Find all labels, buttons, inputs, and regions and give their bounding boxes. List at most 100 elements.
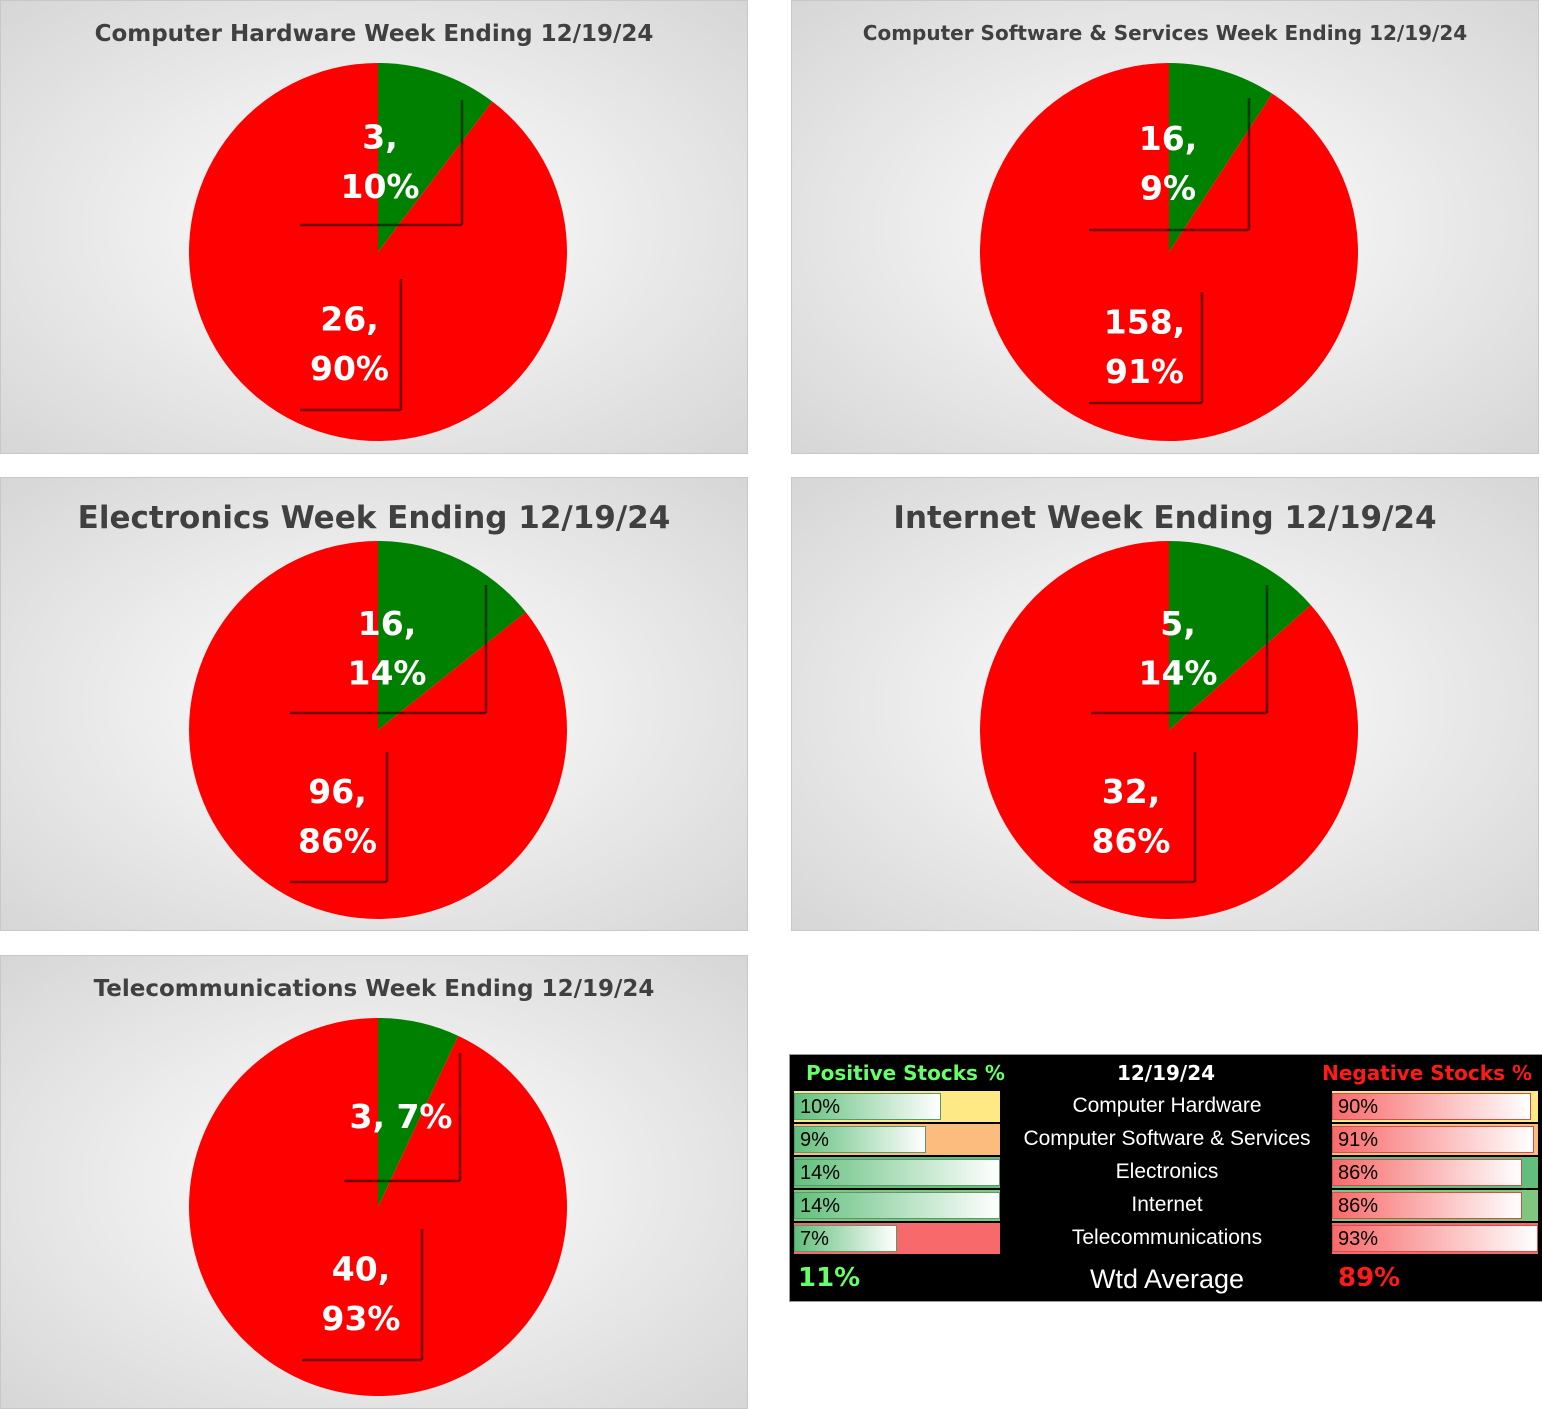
pie-slice-positive xyxy=(1169,541,1311,730)
pie-slice-negative xyxy=(189,541,568,919)
summary-table: Positive Stocks % 12/19/24 Negative Stoc… xyxy=(789,1054,1542,1302)
data-label-text: 16, xyxy=(1139,119,1197,158)
pie-slice-negative xyxy=(188,63,567,442)
negative-value: 91% xyxy=(1338,1129,1379,1151)
category-name: Computer Software & Services xyxy=(1023,1127,1311,1150)
pie-slice-negative xyxy=(979,63,1358,441)
pie-chart-computer-hardware: Computer Hardware Week Ending 12/19/24 3… xyxy=(0,0,748,454)
pie-svg: 5,14%32,86% xyxy=(980,541,1359,919)
data-label-text: 158, xyxy=(1104,303,1185,342)
pie-svg: 3, 7%40,93% xyxy=(188,1018,567,1396)
negative-databar xyxy=(1332,1093,1531,1120)
data-label-positive: 3, 7% xyxy=(344,1053,462,1183)
positive-databar xyxy=(794,1225,897,1252)
data-label-text: 10% xyxy=(341,167,420,206)
positive-value: 14% xyxy=(800,1195,841,1217)
positive-databar xyxy=(794,1093,941,1120)
chart-title: Electronics Week Ending 12/19/24 xyxy=(77,500,671,536)
negative-value: 86% xyxy=(1338,1162,1379,1184)
data-label-text: 26, xyxy=(320,300,378,339)
data-label-text: 9% xyxy=(1140,169,1196,208)
chart-title: Internet Week Ending 12/19/24 xyxy=(893,500,1437,536)
positive-cell: 7% xyxy=(794,1223,1000,1254)
chart-title: Telecommunications Week Ending 12/19/24 xyxy=(93,976,655,1002)
negative-cell: 90% xyxy=(1332,1091,1538,1122)
pie-slice-negative xyxy=(188,1018,567,1396)
pie-slice-positive xyxy=(378,63,493,252)
data-label-negative: 40,93% xyxy=(302,1229,424,1362)
table-header-row: Positive Stocks % 12/19/24 Negative Stoc… xyxy=(792,1057,1540,1088)
pie-chart-computer-software-services: Computer Software & Services Week Ending… xyxy=(791,0,1539,454)
category-name: Telecommunications xyxy=(1071,1226,1263,1249)
data-label-negative: 96,86% xyxy=(290,752,389,884)
data-label-text: 86% xyxy=(1092,822,1171,861)
date-header: 12/19/24 xyxy=(1116,1061,1216,1085)
negative-cell: 86% xyxy=(1332,1157,1538,1188)
positive-cell: 10% xyxy=(794,1091,1000,1122)
negative-value: 90% xyxy=(1338,1096,1379,1118)
category-name: Electronics xyxy=(1115,1160,1219,1183)
negative-databar xyxy=(1332,1192,1522,1219)
positive-cell: 14% xyxy=(794,1157,1000,1188)
category-name: Computer Hardware xyxy=(1072,1094,1262,1117)
data-label-text: 16, xyxy=(358,604,416,643)
pie-slice-positive xyxy=(1169,63,1273,252)
positive-value: 10% xyxy=(800,1096,841,1118)
pie-chart-electronics: Electronics Week Ending 12/19/24 16, 14% 9… xyxy=(0,477,748,931)
average-row: 11% Wtd Average 89% xyxy=(792,1262,1540,1299)
table-row: 14% Internet 86% xyxy=(792,1190,1540,1221)
positive-databar xyxy=(794,1159,1000,1186)
data-label-text: 40, xyxy=(332,1250,390,1289)
pie-slice-positive xyxy=(378,1018,459,1207)
data-label-text: 3, xyxy=(362,118,398,157)
positive-header: Positive Stocks % xyxy=(806,1061,1005,1085)
data-label-negative: 32,86% xyxy=(1069,752,1197,884)
data-label-positive: 3,10% xyxy=(300,100,464,227)
negative-cell: 93% xyxy=(1332,1223,1538,1254)
table-row: 7% Telecommunications 93% xyxy=(792,1223,1540,1254)
pie-svg: 3,10%26,90% xyxy=(188,63,567,442)
positive-databar xyxy=(794,1126,926,1153)
data-label-positive: 16,9% xyxy=(1089,98,1251,232)
category-name: Internet xyxy=(1131,1193,1203,1216)
pie-chart-telecommunications: Telecommunications Week Ending 12/19/24 … xyxy=(0,955,748,1409)
positive-databar xyxy=(794,1192,1000,1219)
pie-slice-positive xyxy=(378,541,526,730)
negative-cell: 91% xyxy=(1332,1124,1538,1155)
chart-title: Computer Software & Services Week Ending… xyxy=(862,21,1468,45)
negative-header: Negative Stocks % xyxy=(1322,1061,1532,1085)
negative-databar xyxy=(1332,1126,1534,1153)
positive-value: 7% xyxy=(800,1228,829,1250)
data-label-text: 14% xyxy=(1139,654,1218,693)
negative-cell: 86% xyxy=(1332,1190,1538,1221)
data-label-text: 86% xyxy=(298,822,377,861)
table-row: 9% Computer Software & Services 91% xyxy=(792,1124,1540,1155)
average-label: Wtd Average xyxy=(1089,1264,1245,1294)
data-label-positive: 16,14% xyxy=(290,585,488,715)
data-label-text: 5, xyxy=(1160,604,1196,643)
average-positive: 11% xyxy=(798,1263,861,1293)
data-label-text: 93% xyxy=(322,1299,401,1338)
negative-value: 86% xyxy=(1338,1195,1379,1217)
data-label-negative: 158, 91% xyxy=(1089,292,1204,405)
data-label-text: 32, xyxy=(1102,772,1160,811)
pie-svg: 16,9%158,91% xyxy=(979,63,1358,441)
average-negative: 89% xyxy=(1338,1263,1401,1293)
negative-value: 93% xyxy=(1338,1228,1379,1250)
pie-chart-internet: Internet Week Ending 12/19/24 5, 14% 32, 86… xyxy=(791,477,1539,931)
data-label-text: 14% xyxy=(348,654,427,693)
data-label-text: 91% xyxy=(1105,352,1184,391)
negative-databar xyxy=(1332,1159,1522,1186)
data-label-negative: 26,90% xyxy=(300,279,403,412)
negative-databar xyxy=(1332,1225,1538,1252)
positive-cell: 9% xyxy=(794,1124,1000,1155)
positive-cell: 14% xyxy=(794,1190,1000,1221)
chart-title: Computer Hardware Week Ending 12/19/24 xyxy=(94,21,654,47)
data-label-text: 3, 7% xyxy=(349,1097,452,1136)
data-label-positive: 5,14% xyxy=(1091,585,1269,715)
table-row: 10% Computer Hardware 90% xyxy=(792,1091,1540,1122)
positive-value: 14% xyxy=(800,1162,841,1184)
data-label-text: 90% xyxy=(310,349,389,388)
positive-value: 9% xyxy=(800,1129,829,1151)
pie-svg: 16,14%96,86% xyxy=(189,541,568,919)
